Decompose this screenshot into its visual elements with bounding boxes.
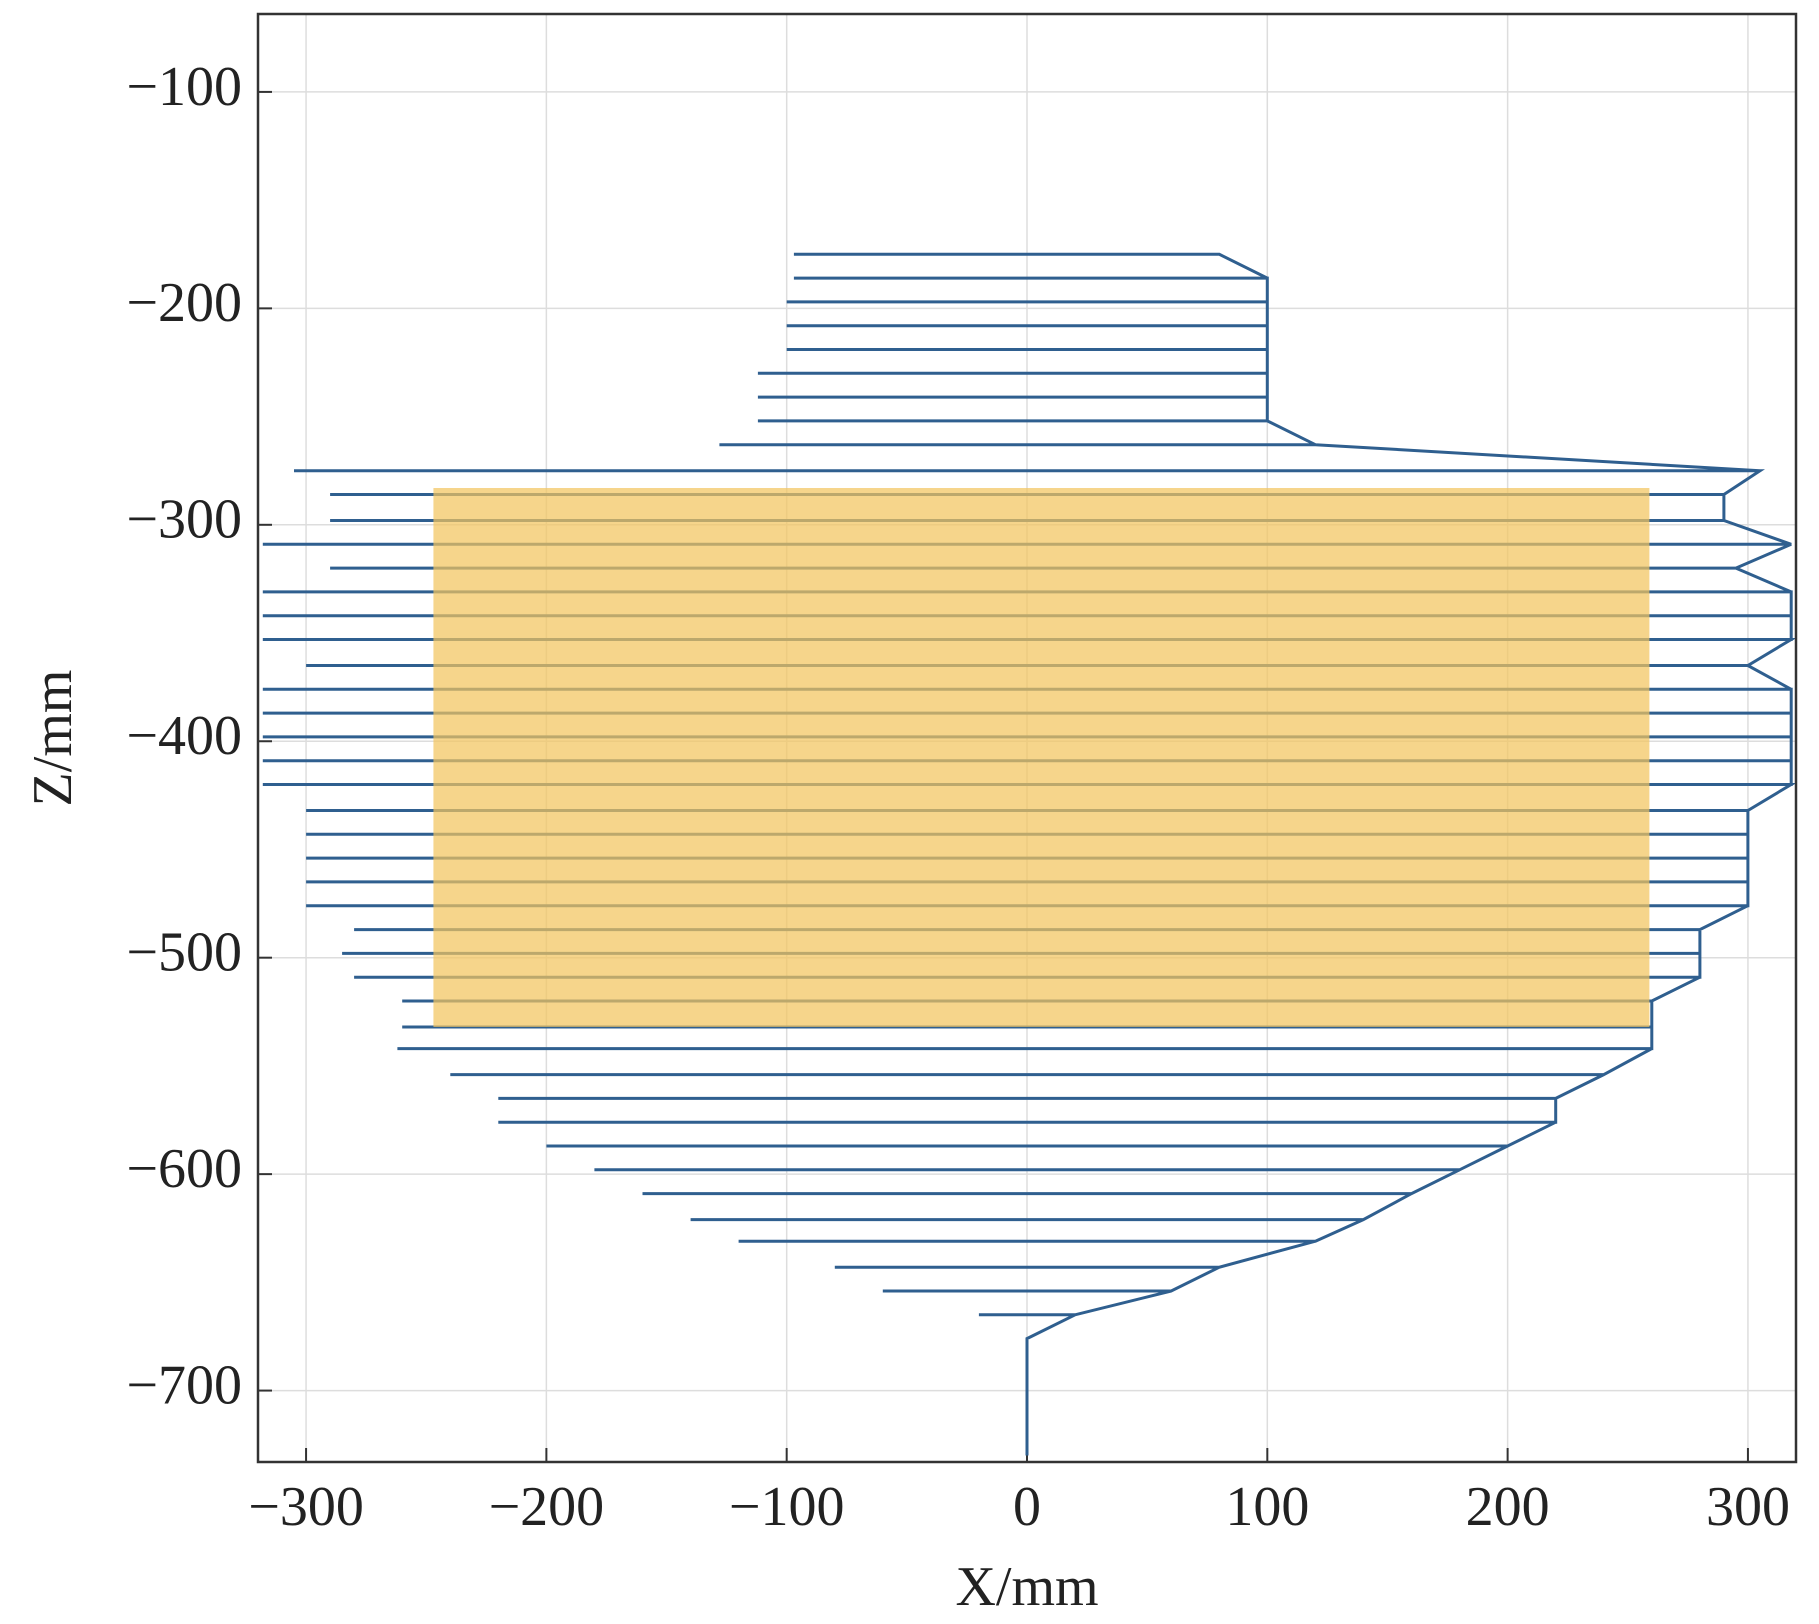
y-axis-label: Z/mm bbox=[22, 670, 84, 807]
y-tick-label: −600 bbox=[126, 1138, 242, 1200]
x-tick-label: −100 bbox=[729, 1476, 845, 1538]
x-tick-label: 300 bbox=[1706, 1476, 1790, 1538]
x-tick-label: 200 bbox=[1466, 1476, 1550, 1538]
y-tick-label: −100 bbox=[126, 56, 242, 118]
x-tick-label: 100 bbox=[1225, 1476, 1309, 1538]
y-tick-label: −300 bbox=[126, 489, 242, 551]
region bbox=[433, 488, 1650, 1027]
y-tick-label: −700 bbox=[126, 1354, 242, 1416]
x-tick-label: −200 bbox=[489, 1476, 605, 1538]
tool-path bbox=[262, 252, 1797, 1456]
y-tick-label: −400 bbox=[126, 705, 242, 767]
x-tick-label: 0 bbox=[1013, 1476, 1041, 1538]
y-tick-label: −500 bbox=[126, 922, 242, 984]
plot-frame bbox=[256, 12, 1798, 1464]
x-axis-label: X/mm bbox=[955, 1556, 1098, 1618]
x-tick-label: −300 bbox=[248, 1476, 364, 1538]
y-tick-label: −200 bbox=[126, 272, 242, 334]
